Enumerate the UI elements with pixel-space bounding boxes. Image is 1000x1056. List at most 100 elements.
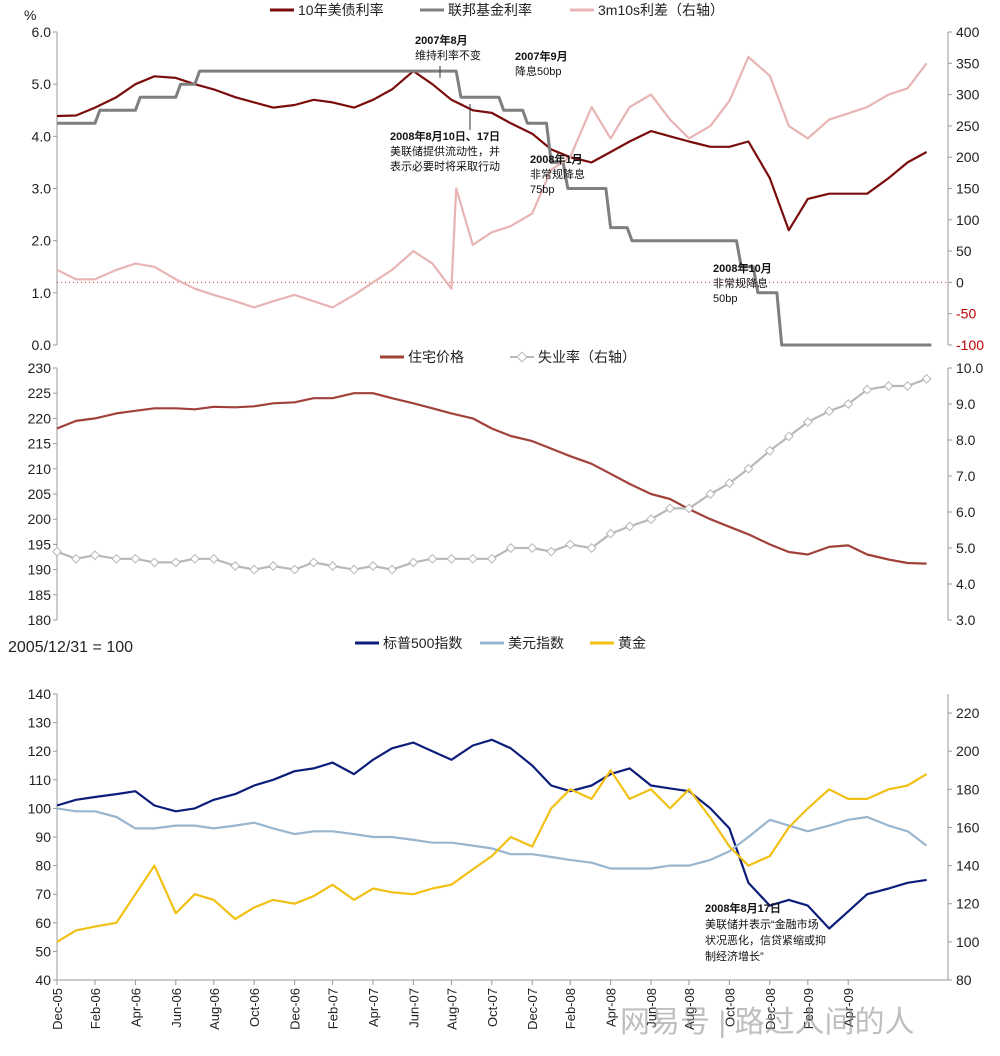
p3-series-group — [56, 738, 928, 943]
left-tick-label: 1.0 — [32, 285, 52, 301]
left-tick-label: 80 — [35, 858, 51, 874]
annotation-text: 75bp — [530, 184, 554, 196]
annotation-text: 2008年10月 — [713, 261, 772, 275]
x-tick-label: Aug-07 — [444, 988, 459, 1030]
left-tick-label: 225 — [28, 385, 52, 401]
left-tick-label: 230 — [28, 360, 52, 376]
legend-label: 10年美债利率 — [298, 2, 384, 18]
x-tick-label: Aug-06 — [207, 988, 222, 1030]
left-tick-label: 5.0 — [32, 76, 52, 92]
left-tick-label: 110 — [29, 772, 52, 788]
left-tick-label: 40 — [35, 972, 51, 988]
right-tick-label: 7.0 — [956, 468, 976, 484]
series-point — [349, 564, 359, 575]
annotation-text: 非常规降息 — [713, 276, 768, 290]
series-point — [546, 546, 557, 557]
left-tick-label: 205 — [28, 486, 52, 502]
left-tick-label: 220 — [28, 410, 52, 426]
series-point — [684, 503, 694, 514]
series-point — [71, 553, 81, 564]
x-axis: Dec-05 Feb-06 Apr-06 Jun-06 Aug-06 Oct-06 Dec-… — [50, 980, 856, 1030]
left-tick-label: 200 — [28, 511, 52, 527]
x-tick-label: Dec-05 — [50, 988, 65, 1030]
right-tick-label: 160 — [956, 819, 980, 835]
right-tick-label: 8.0 — [956, 432, 976, 448]
x-tick-label: Feb-06 — [88, 988, 103, 1029]
watermark-text: 网易号 | 路过人间的人 — [620, 1006, 914, 1039]
x-tick-label: Dec-06 — [288, 988, 303, 1030]
series-point — [170, 557, 181, 568]
series-point — [883, 381, 894, 391]
annotation-text: 美联储提供流动性，并 — [390, 144, 500, 158]
right-tick-label: 120 — [956, 896, 980, 912]
series-point — [843, 399, 854, 409]
x-tick-label: Feb-08 — [563, 988, 578, 1029]
legend-label: 联邦基金利率 — [448, 2, 532, 18]
right-tick-label: 100 — [956, 212, 980, 228]
right-tick-label: 100 — [956, 934, 980, 950]
series-point — [862, 384, 873, 395]
series-point — [586, 543, 597, 553]
annotation-text: 2008年8月10日、17日 — [390, 129, 500, 143]
left-tick-label: 0.0 — [32, 337, 52, 353]
series-point — [824, 406, 835, 417]
series-point — [743, 463, 754, 474]
left-tick-label: 100 — [28, 800, 52, 816]
left-tick-label: 2.0 — [32, 233, 52, 249]
annotation-text: 维持利率不变 — [415, 48, 481, 62]
series-point — [387, 564, 397, 575]
series-point — [486, 553, 497, 564]
right-tick-label: 350 — [956, 55, 980, 71]
x-tick-label: Oct-08 — [722, 988, 737, 1027]
series-point — [624, 521, 635, 532]
annotation-text: 美联储并表示“金融市场 — [705, 917, 819, 931]
series-point — [327, 561, 338, 571]
series-line — [56, 377, 927, 571]
legend-label: 美元指数 — [508, 635, 564, 651]
left-tick-label: 120 — [28, 743, 52, 759]
series-point — [368, 561, 378, 571]
annotation-text: 2008年8月17日 — [705, 901, 781, 915]
x-tick-label: Apr-06 — [128, 988, 143, 1027]
series-point — [565, 539, 576, 550]
series-point — [764, 445, 775, 456]
x-tick-label: Apr-07 — [366, 988, 381, 1027]
p3-base-label: 2005/12/31 = 100 — [8, 639, 133, 656]
series-point — [268, 561, 279, 571]
series-point — [724, 478, 735, 489]
p2-series-group — [52, 373, 932, 575]
series-point — [921, 373, 932, 384]
left-tick-label: 215 — [28, 436, 52, 452]
left-tick-label: 195 — [28, 536, 52, 552]
x-tick-label: Jun-08 — [644, 988, 659, 1028]
p1-series-group — [56, 55, 932, 347]
series-line — [56, 392, 927, 565]
series-point — [527, 543, 538, 553]
right-tick-label: 6.0 — [956, 504, 976, 520]
left-tick-label: 90 — [35, 829, 51, 845]
series-point — [467, 553, 478, 564]
annotation-text: 状况恶化，信贷紧缩或抑 — [705, 933, 826, 947]
series-point — [249, 564, 260, 575]
series-line — [56, 738, 927, 930]
left-tick-label: 6.0 — [32, 24, 52, 40]
panel-markets: 2005/12/31 = 100 标普500指数 美元指数 黄金 40 50 60 70 8… — [8, 635, 980, 988]
series-point — [52, 546, 62, 557]
left-tick-label: 3.0 — [32, 181, 52, 197]
series-point — [149, 557, 160, 568]
series-line — [57, 69, 932, 347]
x-tick-label: Feb-07 — [326, 988, 341, 1029]
left-tick-label: 210 — [28, 461, 52, 477]
right-tick-label: 9.0 — [956, 396, 976, 412]
left-tick-label: 130 — [28, 715, 52, 731]
p1-unit-label: % — [24, 7, 36, 23]
series-point — [208, 553, 219, 564]
series-point — [427, 553, 438, 564]
left-tick-label: 185 — [28, 587, 52, 603]
x-tick-label: Dec-08 — [763, 988, 778, 1030]
series-point — [646, 514, 656, 525]
left-tick-label: 190 — [28, 562, 52, 578]
right-tick-label: 180 — [956, 781, 980, 797]
